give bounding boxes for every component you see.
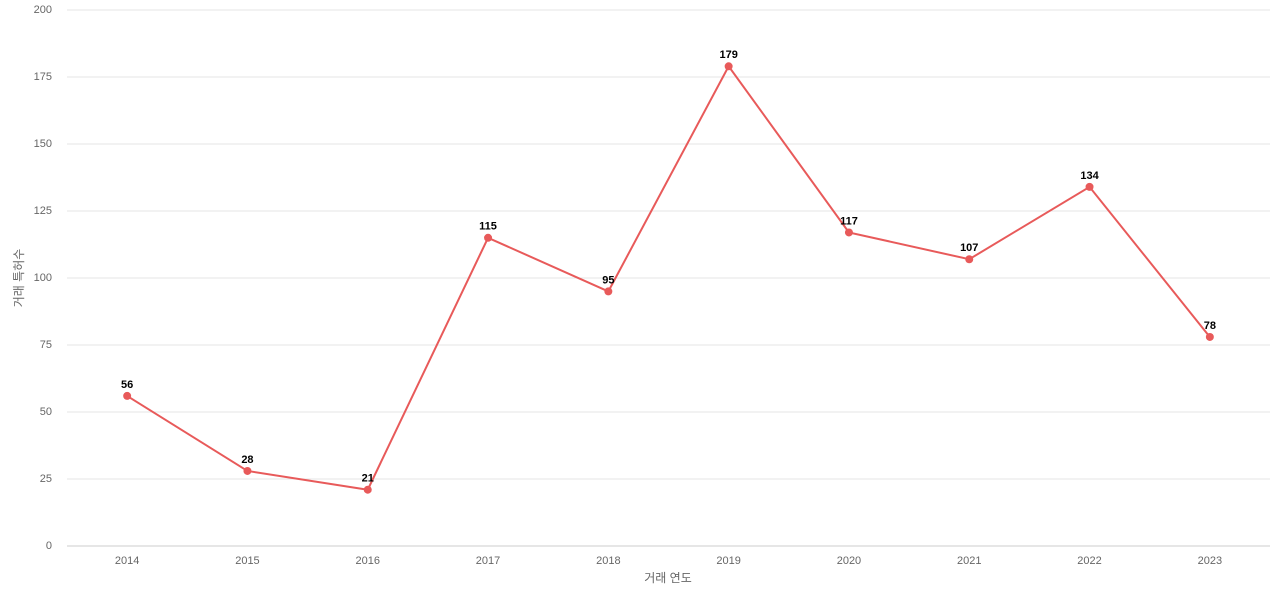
data-label: 134 [1080, 170, 1099, 182]
data-point [965, 255, 974, 264]
x-tick-label: 2017 [476, 555, 500, 567]
data-label: 78 [1204, 320, 1216, 332]
x-tick-label: 2016 [356, 555, 380, 567]
data-point [484, 233, 493, 242]
x-tick-label: 2021 [957, 555, 981, 567]
data-point [1205, 332, 1214, 341]
y-axis-title: 거래 특허수 [12, 249, 26, 308]
data-label: 107 [960, 242, 978, 254]
data-label: 56 [121, 379, 133, 391]
y-tick-label: 50 [40, 406, 52, 418]
data-label: 117 [840, 215, 858, 227]
series-line [126, 64, 1211, 491]
y-tick-label: 150 [34, 138, 52, 150]
data-point [363, 485, 372, 494]
x-tick-label: 2015 [235, 555, 259, 567]
data-point [1085, 182, 1094, 191]
y-tick-label: 100 [34, 272, 52, 284]
y-tick-label: 0 [46, 540, 52, 552]
data-point [243, 466, 252, 475]
data-label: 115 [479, 221, 497, 233]
data-label: 21 [362, 473, 374, 485]
x-tick-label: 2022 [1077, 555, 1101, 567]
y-tick-label: 25 [40, 473, 52, 485]
data-point [844, 228, 853, 237]
x-tick-label: 2014 [115, 555, 139, 567]
x-tick-label: 2018 [596, 555, 620, 567]
data-label: 179 [719, 49, 737, 61]
data-label: 95 [602, 274, 614, 286]
y-tick-label: 200 [34, 4, 52, 16]
x-tick-label: 2020 [837, 555, 861, 567]
y-tick-label: 125 [34, 205, 52, 217]
x-tick-label: 2019 [716, 555, 740, 567]
data-point [123, 391, 132, 400]
x-axis-title: 거래 연도 [644, 571, 692, 585]
x-tick-label: 2023 [1198, 555, 1222, 567]
data-point [604, 287, 613, 296]
data-point [724, 62, 733, 71]
y-tick-label: 175 [34, 71, 52, 83]
y-tick-label: 75 [40, 339, 52, 351]
data-label: 28 [241, 454, 253, 466]
